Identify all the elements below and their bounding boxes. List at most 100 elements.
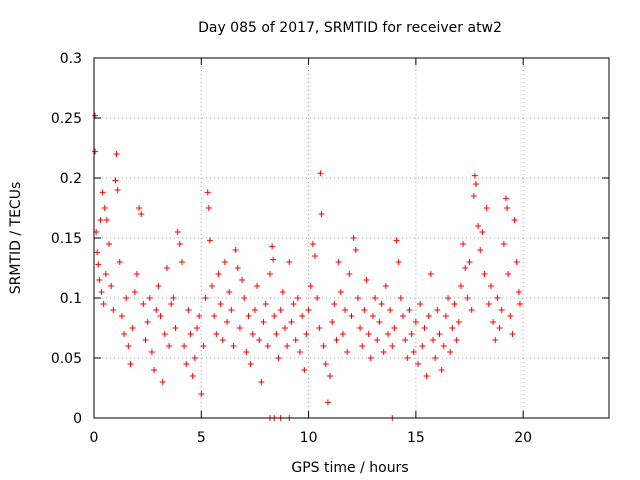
data-point [159,379,166,385]
data-point [468,307,475,313]
data-point [348,313,355,319]
data-point [224,319,231,325]
data-point [232,247,239,253]
data-point [516,301,523,307]
data-point [110,307,117,313]
data-point [176,241,183,247]
data-point [357,325,364,331]
data-point [307,283,314,289]
x-tick-label: 0 [90,430,99,446]
data-point [198,391,205,397]
data-point [172,325,179,331]
data-point [142,337,149,343]
data-point [438,367,445,373]
data-point [247,361,254,367]
data-point [472,181,479,187]
data-point [108,283,115,289]
data-point [352,247,359,253]
data-point [496,325,503,331]
data-point [447,349,454,355]
data-point [204,189,211,196]
data-point [408,331,415,337]
data-point [290,301,297,307]
data-point [393,237,400,244]
data-point [314,295,321,301]
data-point [254,283,261,289]
data-point [333,337,340,343]
data-point [337,289,344,295]
data-point [211,313,218,319]
data-point [498,307,505,313]
data-point [457,283,464,289]
data-point [294,295,301,301]
data-point [125,343,132,349]
data-point [316,325,323,331]
data-point [183,361,190,367]
data-point [404,355,411,361]
data-point [350,235,357,241]
data-point [397,295,404,301]
data-point [174,229,181,235]
data-point [266,271,273,277]
data-point [168,301,175,307]
data-point [339,331,346,337]
data-point [372,295,379,301]
data-point [492,337,499,343]
data-point [317,170,324,177]
x-axis-label: GPS time / hours [291,460,408,476]
data-point [359,343,366,349]
data-point [410,349,417,355]
data-point [395,259,402,265]
data-point [256,337,263,343]
data-point [320,343,327,349]
data-point [112,177,119,184]
data-point [286,259,293,265]
data-point [374,337,381,343]
data-point [200,343,207,349]
data-point [155,283,162,289]
data-point [288,319,295,325]
data-point [479,229,486,235]
data-point [442,313,449,319]
data-point [342,307,349,313]
data-point [114,187,121,193]
data-point [402,337,409,343]
y-tick-label: 0.3 [60,51,82,67]
data-point [170,295,177,301]
data-point [273,331,280,337]
data-point [221,259,228,265]
data-point [367,355,374,361]
data-point [251,307,258,313]
data-point [95,261,102,268]
data-point [324,399,331,406]
data-point [361,307,368,313]
data-point [475,223,482,229]
data-point [100,301,107,307]
data-point [425,313,432,319]
data-point [305,307,312,313]
data-point [391,325,398,331]
data-point [270,256,277,263]
data-point [335,259,342,265]
data-point [196,313,203,319]
data-point [153,307,160,313]
data-point [309,241,316,247]
data-point [470,193,477,199]
data-point [406,307,413,313]
data-point [511,217,518,223]
data-point [230,343,237,349]
data-point [258,379,265,385]
data-point [455,319,462,325]
data-point [271,313,278,319]
data-point [249,331,256,337]
data-point [116,259,123,265]
data-point [449,325,456,331]
data-point [236,325,243,331]
data-point [462,265,469,271]
y-axis-label: SRMTID / TECUs [8,182,24,295]
data-point [202,295,209,301]
data-point [440,343,447,349]
data-point [312,253,319,259]
data-point [217,301,224,307]
data-point [378,301,385,307]
